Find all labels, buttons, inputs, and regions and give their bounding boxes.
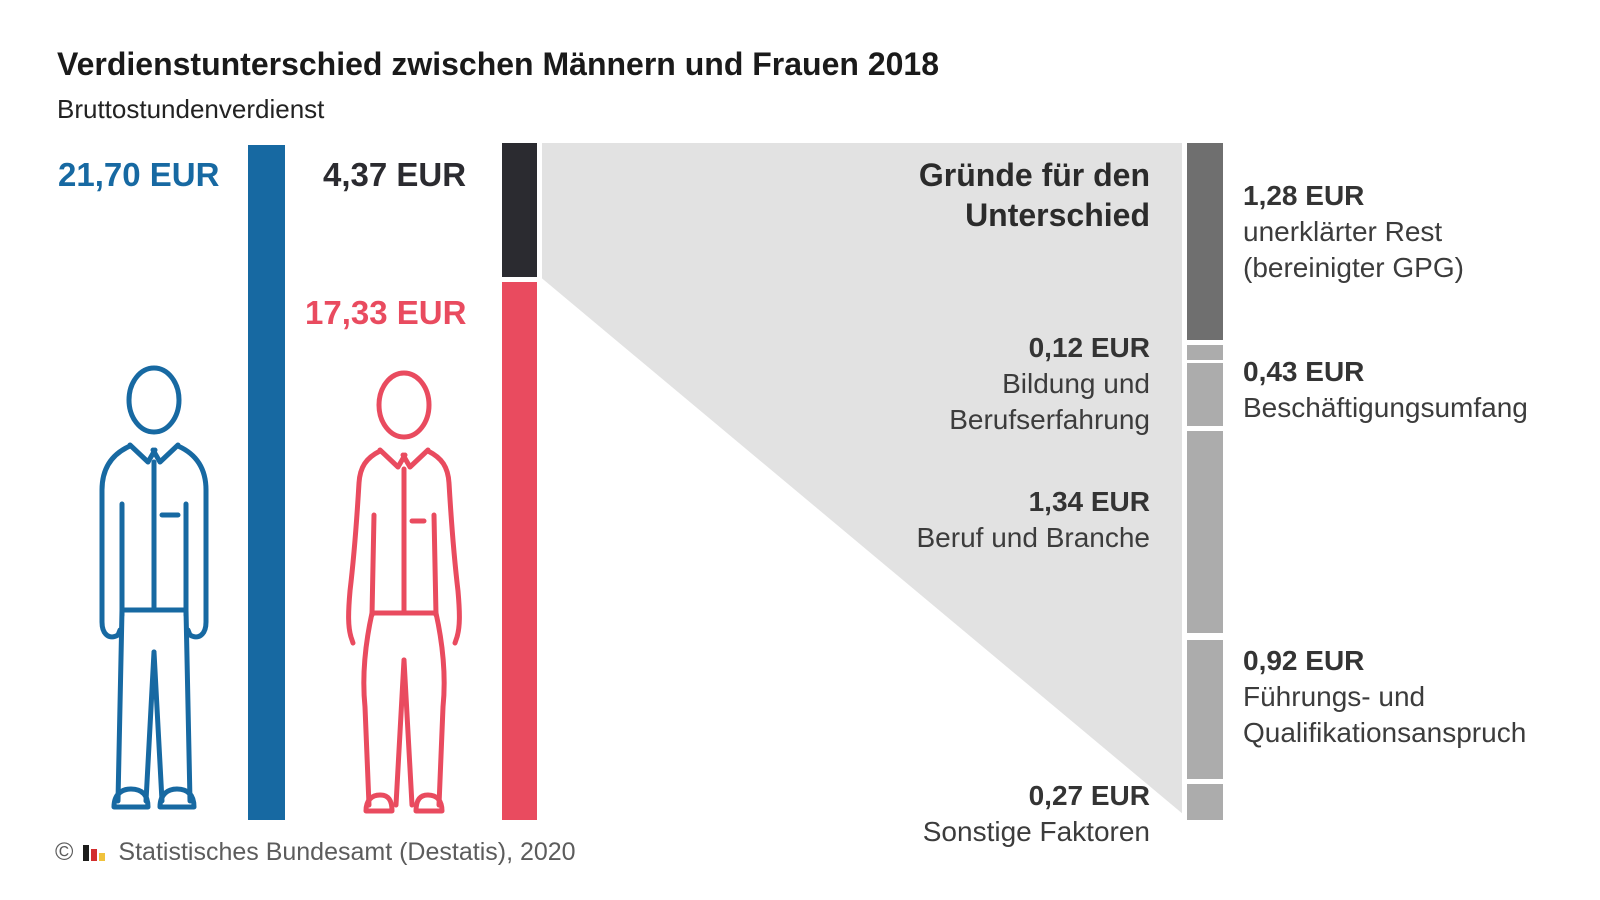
cause-desc-line: Sonstige Faktoren [922, 816, 1150, 847]
segment-unerklaerter-rest [1187, 143, 1223, 340]
cause-desc-line: unerklärter Rest [1243, 216, 1443, 247]
cause-desc-line: Bildung und [1002, 368, 1150, 399]
segment-fuehrung [1187, 640, 1223, 779]
copyright-symbol: © [55, 838, 74, 866]
cause-amount: 0,92 EUR [1243, 645, 1365, 676]
gap-bar-segment [502, 143, 537, 277]
cause-desc-line: Qualifikationsanspruch [1243, 717, 1527, 748]
segment-sonstige [1187, 784, 1223, 820]
breakdown-heading-line2: Unterschied [965, 197, 1150, 233]
women-bar [502, 282, 537, 820]
breakdown-heading-line1: Gründe für den [918, 157, 1150, 193]
cause-amount: 0,12 EUR [1028, 332, 1150, 363]
cause-amount: 0,27 EUR [1028, 780, 1150, 811]
source-line: © Statistisches Bundesamt (Destatis), 20… [55, 838, 576, 867]
cause-label-unerklaerter-rest: 1,28 EUR unerklärter Rest (bereinigter G… [1243, 178, 1600, 286]
cause-label-beschaeftigungsumfang: 0,43 EUR Beschäftigungsumfang [1243, 354, 1600, 426]
cause-label-fuehrung: 0,92 EUR Führungs- und Qualifikationsans… [1243, 643, 1600, 751]
cause-desc-line: Beruf und Branche [916, 522, 1151, 553]
segment-beschaeftigungsumfang [1187, 363, 1223, 426]
cause-desc-line: Berufserfahrung [949, 404, 1150, 435]
page-subtitle: Bruttostundenverdienst [57, 94, 325, 124]
women-value-label: 17,33 EUR [305, 294, 467, 331]
man-pictogram-icon [99, 365, 209, 810]
cause-label-beruf-branche: 1,34 EUR Beruf und Branche [750, 484, 1151, 556]
men-value-label: 21,70 EUR [58, 156, 220, 193]
cause-desc-line: Beschäftigungsumfang [1243, 392, 1528, 423]
gap-value-label: 4,37 EUR [323, 156, 467, 193]
breakdown-heading: Gründe für den Unterschied [750, 155, 1150, 235]
men-bar [248, 145, 285, 820]
cause-label-sonstige: 0,27 EUR Sonstige Faktoren [750, 778, 1150, 850]
cause-desc-line: (bereinigter GPG) [1243, 252, 1464, 283]
source-text: Statistisches Bundesamt (Destatis), 2020 [118, 838, 576, 866]
cause-amount: 1,28 EUR [1243, 180, 1365, 211]
zoom-wedge [542, 143, 1182, 814]
segment-beruf-branche [1187, 431, 1223, 633]
page-title: Verdienstunterschied zwischen Männern un… [57, 46, 940, 82]
cause-amount: 1,34 EUR [1028, 486, 1150, 517]
destatis-logo-icon [83, 844, 106, 861]
segment-bildung [1187, 345, 1223, 360]
woman-pictogram-icon [346, 370, 462, 814]
cause-amount: 0,43 EUR [1243, 356, 1365, 387]
cause-desc-line: Führungs- und [1243, 681, 1426, 712]
cause-label-bildung: 0,12 EUR Bildung und Berufserfahrung [750, 330, 1150, 438]
